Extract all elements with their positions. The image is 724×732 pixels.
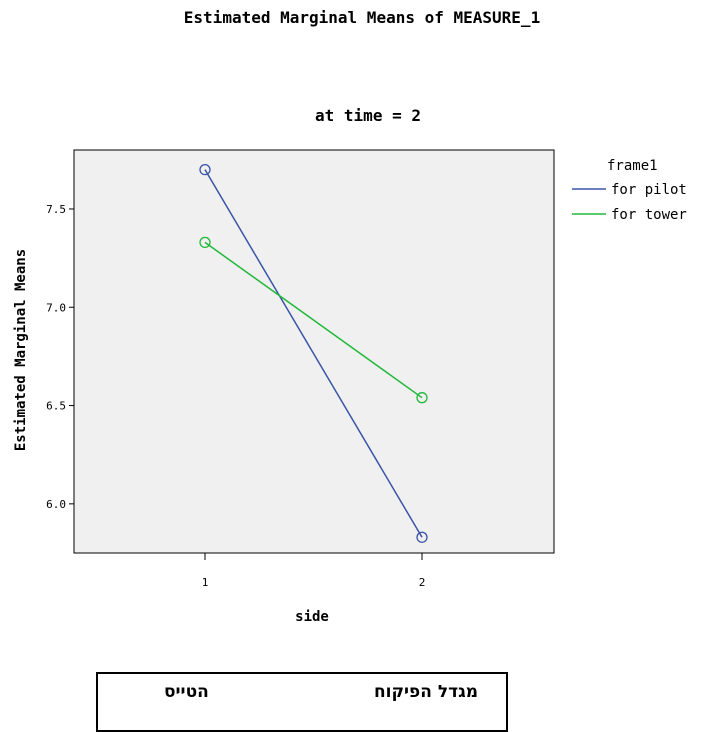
series-line-for-pilot xyxy=(204,169,423,538)
x-tick-label: 2 xyxy=(419,576,426,589)
y-axis-label: Estimated Marginal Means xyxy=(13,249,29,451)
y-tick-label: 7.5 xyxy=(46,203,66,216)
data-point-for-pilot xyxy=(199,164,211,176)
bottom-label-box: הטייס מגדל הפיקוח xyxy=(96,672,508,732)
legend-label: for tower xyxy=(611,207,687,223)
series-line-for-tower xyxy=(204,241,423,399)
plot-area xyxy=(73,149,555,554)
y-tick-label: 6.0 xyxy=(46,498,66,511)
data-point-for-tower xyxy=(199,236,211,249)
bottom-label-left: הטייס xyxy=(164,682,209,702)
main-title: Estimated Marginal Means of MEASURE_1 xyxy=(183,8,541,27)
data-point-for-pilot xyxy=(416,531,428,543)
legend-title: frame1 xyxy=(607,158,658,174)
bottom-label-right: מגדל הפיקוח xyxy=(374,682,478,702)
y-tick-label: 7.0 xyxy=(46,301,66,314)
y-tick-label: 6.5 xyxy=(46,400,66,413)
x-tick-label: 1 xyxy=(202,576,209,589)
chart-subtitle: at time = 2 xyxy=(315,106,421,125)
chart: at time = 2 Estimated Marginal Means sid… xyxy=(13,106,687,625)
data-point-for-tower xyxy=(416,392,428,404)
x-axis-label: side xyxy=(295,609,329,625)
legend-label: for pilot xyxy=(611,182,687,198)
